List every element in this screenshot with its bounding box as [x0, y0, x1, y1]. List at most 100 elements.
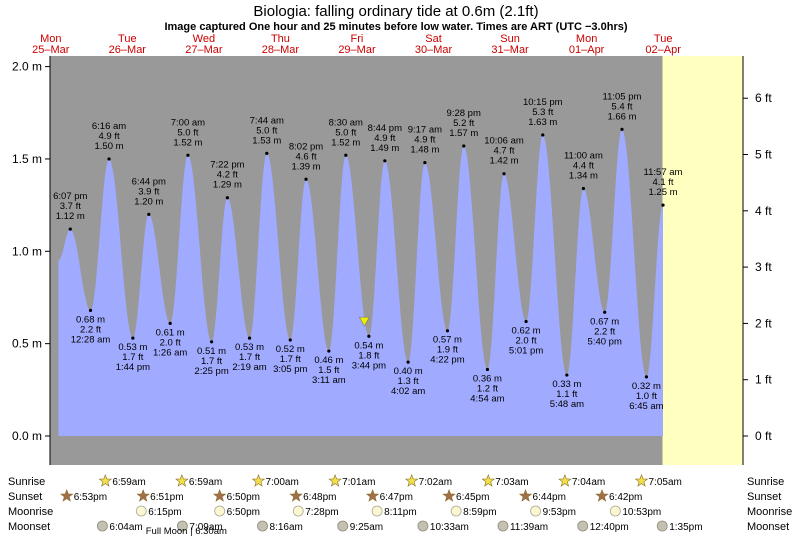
- extreme-label: 1.50 m: [95, 141, 124, 152]
- extreme-point: [344, 153, 348, 157]
- extreme-label: 1.7 ft: [201, 356, 222, 367]
- moonrise-icon: [609, 505, 621, 517]
- extreme-label: 0.52 m: [276, 344, 305, 355]
- sunset-time: 6:45pm: [456, 492, 489, 503]
- right-tick-label: 0 ft: [755, 429, 772, 443]
- moonset-time: 6:04am: [109, 522, 142, 533]
- extreme-label: 1.20 m: [134, 196, 163, 207]
- moonset-time: 8:16am: [270, 522, 303, 533]
- moonset-icon: [177, 520, 188, 532]
- astro-row-label-right: Moonrise: [747, 506, 792, 518]
- extreme-point: [147, 212, 151, 216]
- extreme-point: [406, 360, 410, 364]
- extreme-point: [383, 159, 387, 163]
- day-name-label: Mon: [576, 33, 597, 45]
- moonrise-time: 8:59pm: [463, 507, 496, 518]
- extreme-label: 11:57 am: [644, 167, 683, 178]
- day-date-label: 31–Mar: [491, 44, 529, 56]
- moonrise-icon: [214, 505, 226, 517]
- sunrise-icon: [175, 473, 189, 487]
- sunset-time: 6:50pm: [227, 492, 260, 503]
- extreme-label: 1.5 ft: [318, 365, 339, 376]
- sunset-time: 6:44pm: [533, 492, 566, 503]
- day-name-label: Sun: [500, 33, 520, 45]
- extreme-label: 1.42 m: [489, 156, 518, 167]
- extreme-label: 1.0 ft: [636, 391, 657, 402]
- moonset-icon: [577, 520, 589, 532]
- extreme-label: 2:25 pm: [194, 366, 228, 377]
- moonrise-time: 10:53pm: [622, 507, 661, 518]
- astro-row-label-right: Sunrise: [747, 476, 784, 488]
- extreme-label: 0.68 m: [76, 314, 105, 325]
- moonrise-time: 6:15pm: [148, 507, 181, 518]
- extreme-point: [620, 127, 624, 131]
- extreme-label: 0.67 m: [590, 316, 619, 327]
- extreme-label: 1.63 m: [528, 117, 557, 128]
- sunrise-icon: [481, 473, 496, 487]
- extreme-label: 3:11 am: [312, 375, 346, 386]
- extreme-label: 5.3 ft: [532, 107, 553, 118]
- day-name-label: Tue: [118, 33, 137, 45]
- sunset-icon: [518, 488, 533, 502]
- day-date-label: 25–Mar: [32, 44, 70, 56]
- moonset-time: 1:35pm: [669, 522, 702, 533]
- extreme-label: 4:22 pm: [430, 355, 464, 366]
- extreme-label: 6:07 pm: [53, 191, 87, 202]
- extreme-label: 1.2 ft: [477, 384, 498, 395]
- extreme-point: [445, 329, 450, 333]
- extreme-label: 4.6 ft: [295, 151, 316, 162]
- extreme-label: 1.8 ft: [358, 350, 379, 361]
- extreme-label: 7:22 pm: [210, 160, 244, 171]
- extreme-label: 8:44 pm: [368, 123, 402, 134]
- sunset-time: 6:51pm: [150, 492, 183, 503]
- extreme-label: 0.62 m: [512, 325, 541, 336]
- day-name-label: Fri: [351, 33, 364, 45]
- sunrise-time: 7:04am: [572, 477, 605, 488]
- extreme-label: 0.36 m: [473, 374, 502, 385]
- sunrise-icon: [404, 473, 419, 487]
- extreme-label: 4.9 ft: [414, 135, 435, 146]
- extreme-label: 5.0 ft: [177, 127, 198, 138]
- extreme-label: 9:28 pm: [447, 108, 481, 119]
- extreme-label: 1.25 m: [648, 187, 677, 198]
- moonrise-time: 7:28pm: [305, 507, 338, 518]
- moon-phase-label: Full Moon | 6:30am: [146, 526, 227, 537]
- astro-row-label-left: Moonset: [8, 521, 50, 533]
- extreme-label: 0.61 m: [156, 327, 185, 338]
- extreme-label: 2.2 ft: [594, 326, 615, 337]
- moonrise-time: 8:11pm: [384, 507, 417, 518]
- sunrise-time: 7:00am: [265, 477, 298, 488]
- extreme-label: 4.9 ft: [374, 133, 395, 144]
- extreme-point: [524, 319, 528, 324]
- extreme-point: [502, 172, 506, 176]
- extreme-label: 0.40 m: [394, 366, 423, 377]
- moonrise-icon: [530, 505, 541, 517]
- day-headers: Mon25–MarTue26–MarWed27–MarThu28–MarFri2…: [32, 33, 681, 56]
- extreme-label: 5.4 ft: [611, 101, 632, 112]
- current-tide-marker: [358, 316, 370, 327]
- extreme-point: [661, 203, 665, 207]
- extreme-label: 5.0 ft: [256, 125, 277, 136]
- extreme-point: [603, 310, 607, 314]
- left-tick-label: 1.0 m: [12, 244, 42, 258]
- extreme-label: 6:45 am: [629, 401, 663, 412]
- sunrise-time: 7:02am: [419, 477, 452, 488]
- sunrise-icon: [251, 473, 266, 487]
- extreme-point: [247, 336, 252, 340]
- extreme-label: 12:28 am: [71, 334, 111, 345]
- left-tick-label: 2.0 m: [12, 60, 42, 74]
- extreme-point: [541, 133, 545, 137]
- astro-row-label-left: Sunset: [8, 491, 42, 503]
- moonrise-icon: [371, 505, 383, 517]
- moonset-time: 10:33am: [430, 522, 469, 533]
- extreme-point: [288, 338, 292, 342]
- extreme-label: 4.2 ft: [217, 170, 238, 181]
- extreme-label: 3.9 ft: [138, 186, 159, 197]
- moonrise-icon: [450, 505, 462, 517]
- moonset-icon: [257, 520, 268, 532]
- sunrise-time: 7:03am: [495, 477, 528, 488]
- extreme-point: [68, 227, 72, 231]
- extreme-point: [225, 196, 229, 200]
- right-tick-label: 1 ft: [755, 373, 772, 387]
